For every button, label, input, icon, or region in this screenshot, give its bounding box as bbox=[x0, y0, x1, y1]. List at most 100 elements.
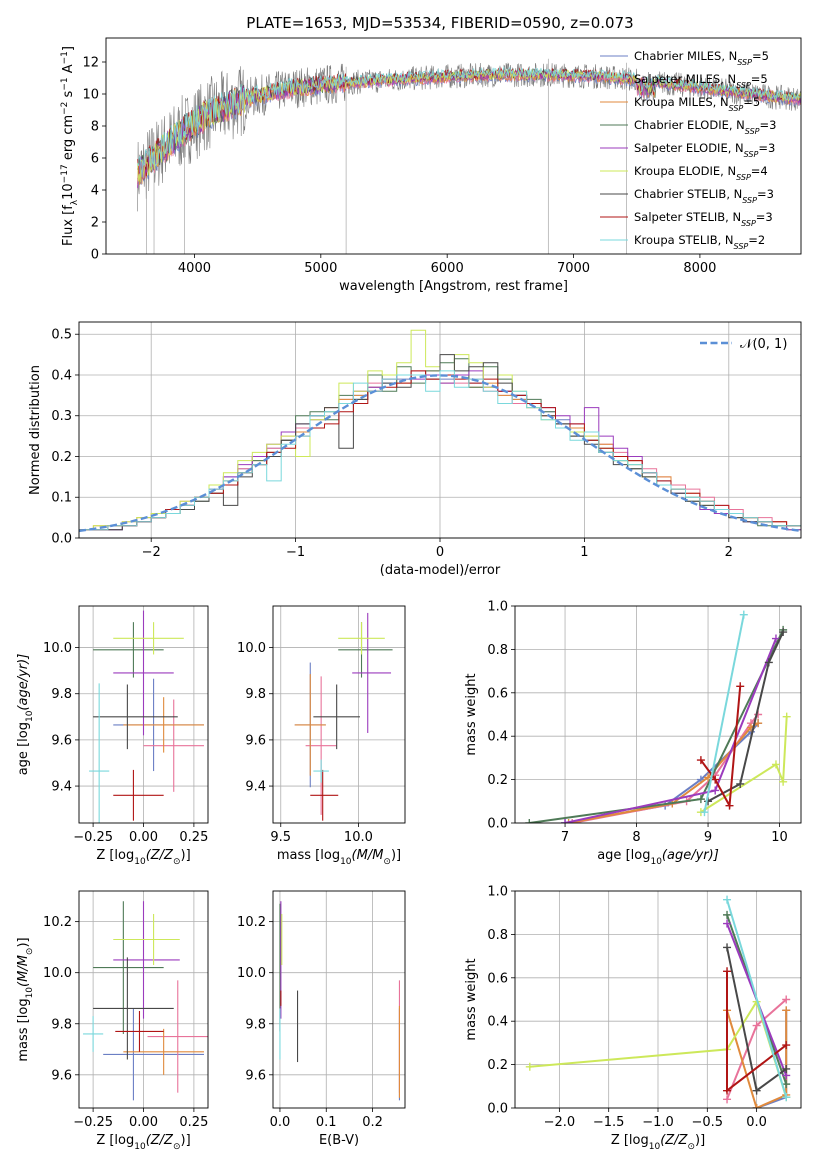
y-tick-label: 0.2 bbox=[51, 450, 72, 465]
legend-entry: Kroupa ELODIE, NSSP=4 bbox=[634, 164, 768, 182]
y-tick-label: 4 bbox=[91, 184, 99, 199]
y-axis-label-part: (M/M bbox=[16, 955, 31, 987]
legend-count: =5 bbox=[743, 95, 760, 109]
y-tick-label: 10.0 bbox=[43, 641, 72, 656]
x-axis-label-part: (Z/Z bbox=[146, 1133, 174, 1148]
y-tick-label: 0.0 bbox=[51, 532, 72, 547]
y-tick-label: 0.0 bbox=[487, 817, 508, 832]
y-axis-label: Normed distribution bbox=[28, 365, 43, 495]
weight-marker bbox=[723, 1095, 732, 1104]
x-axis-label: (data-model)/error bbox=[380, 563, 501, 578]
y-tick-label: 1.0 bbox=[487, 885, 508, 900]
x-tick-label: 2 bbox=[725, 545, 733, 560]
plot-area bbox=[525, 895, 791, 1108]
spectrum-panel: 4000 5000 6000 7000 8000 0 2 4 6 8 10 12 wavelength … bbox=[60, 37, 802, 294]
grid bbox=[273, 891, 405, 1108]
x-tick-label: 10.0 bbox=[344, 830, 373, 845]
weight-marker bbox=[739, 610, 748, 619]
x-tick-label: 7000 bbox=[557, 261, 590, 276]
y-tick-label: 10.2 bbox=[43, 915, 72, 930]
plot-area bbox=[137, 58, 801, 254]
legend-name: Salpeter ELODIE, N bbox=[634, 141, 744, 155]
y-axis-label: Flux [fλ10−17 erg cm−2 s−1 A−1] bbox=[60, 46, 80, 246]
legend: 𝒩(0, 1) bbox=[700, 337, 787, 352]
x-axis-label-part: age [log bbox=[597, 848, 650, 863]
histogram-step-line bbox=[79, 370, 801, 538]
x-tick-label: 8000 bbox=[683, 261, 716, 276]
weight-marker bbox=[764, 658, 773, 667]
weight-marker bbox=[568, 819, 577, 823]
axes-frame bbox=[78, 321, 802, 539]
x-tick-label: 9 bbox=[704, 830, 712, 845]
weight-marker bbox=[723, 910, 732, 919]
legend-entry: Chabrier MILES, NSSP=5 bbox=[634, 49, 769, 67]
weight-marker bbox=[782, 1093, 791, 1102]
y-axis-label-part: A bbox=[61, 64, 76, 77]
plot-area bbox=[83, 901, 208, 1101]
x-tick-label: 1 bbox=[580, 545, 588, 560]
legend-sub: SSP bbox=[734, 242, 749, 251]
age-vs-mass-panel: 9.5 10.0 9.4 9.6 9.8 10.0 mass [log10(M/M⊙)] bbox=[237, 605, 406, 867]
y-axis-label-part: −1 bbox=[60, 51, 70, 64]
y-tick-label: 0.8 bbox=[487, 928, 508, 943]
weight-marker bbox=[736, 682, 745, 691]
y-axis-label-part: −2 bbox=[60, 102, 70, 115]
weight-line bbox=[726, 899, 788, 1098]
legend-sub: SSP bbox=[736, 81, 751, 90]
y-axis-label-part: )] bbox=[16, 937, 31, 947]
plot-area bbox=[89, 610, 204, 823]
y-tick-label: 9.8 bbox=[51, 1017, 72, 1032]
weight-marker bbox=[723, 943, 732, 952]
x-axis-label-part: (M/M bbox=[352, 848, 384, 863]
x-axis-label: E(B-V) bbox=[319, 1133, 359, 1148]
weight-marker bbox=[779, 628, 788, 637]
residual-histogram-panel: −2 −1 0 1 2 0.0 0.1 0.2 0.3 0.4 0.5 (data-model)/er… bbox=[28, 321, 802, 578]
y-axis-label-part: mass [log bbox=[16, 998, 31, 1061]
x-tick-label: −0.25 bbox=[73, 830, 113, 845]
y-tick-label: 0.0 bbox=[487, 1102, 508, 1117]
legend-count: =3 bbox=[756, 210, 773, 224]
weight-marker bbox=[700, 808, 709, 817]
x-tick-label: 0.2 bbox=[362, 1115, 383, 1130]
figure-title: PLATE=1653, MJD=53534, FIBERID=0590, z=0… bbox=[246, 14, 633, 32]
x-tick-label: −0.5 bbox=[692, 1115, 724, 1130]
y-tick-label: 10.2 bbox=[237, 915, 266, 930]
x-tick-label: 7 bbox=[561, 830, 569, 845]
y-tick-label: 0.8 bbox=[487, 643, 508, 658]
legend-count: =5 bbox=[752, 49, 769, 63]
x-tick-label: 0.00 bbox=[129, 830, 158, 845]
weight-marker bbox=[736, 779, 745, 788]
y-tick-label: 0 bbox=[91, 248, 99, 263]
x-axis-label-part: ⊙ bbox=[383, 857, 391, 867]
plot-area bbox=[525, 610, 791, 823]
plot-area bbox=[79, 329, 801, 538]
x-axis-label-part: 10 bbox=[134, 1142, 146, 1152]
x-axis-label-part: ⊙ bbox=[173, 857, 181, 867]
model-spectrum-line bbox=[137, 68, 801, 183]
x-tick-label: −1 bbox=[286, 545, 305, 560]
y-tick-label: 0.4 bbox=[51, 368, 72, 383]
weight-line bbox=[756, 1010, 788, 1108]
legend-sub: SSP bbox=[729, 104, 744, 113]
weight-marker bbox=[561, 819, 570, 823]
x-tick-label: 10 bbox=[771, 830, 788, 845]
x-axis-label-part: ⊙ bbox=[687, 1142, 695, 1152]
weight-marker bbox=[696, 795, 705, 804]
x-axis-label-part: ⊙ bbox=[173, 1142, 181, 1152]
legend-count: =2 bbox=[748, 233, 765, 247]
y-axis-label-part: −17 bbox=[60, 164, 70, 183]
y-tick-label: 9.6 bbox=[51, 1068, 72, 1083]
x-axis-label-part: )] bbox=[181, 1133, 191, 1148]
x-axis-label-part: (Z/Z bbox=[660, 1133, 688, 1148]
legend-entry: Chabrier STELIB, NSSP=3 bbox=[634, 187, 774, 205]
x-axis-label-part: )] bbox=[391, 848, 401, 863]
x-tick-label: −2 bbox=[142, 545, 161, 560]
y-axis-label-part: age [log bbox=[16, 722, 31, 775]
grid bbox=[273, 606, 405, 823]
legend-name: Salpeter MILES, N bbox=[634, 72, 736, 86]
y-axis-label: mass weight bbox=[464, 673, 479, 755]
axes-frame bbox=[514, 890, 802, 1109]
x-tick-label: −2.0 bbox=[544, 1115, 576, 1130]
